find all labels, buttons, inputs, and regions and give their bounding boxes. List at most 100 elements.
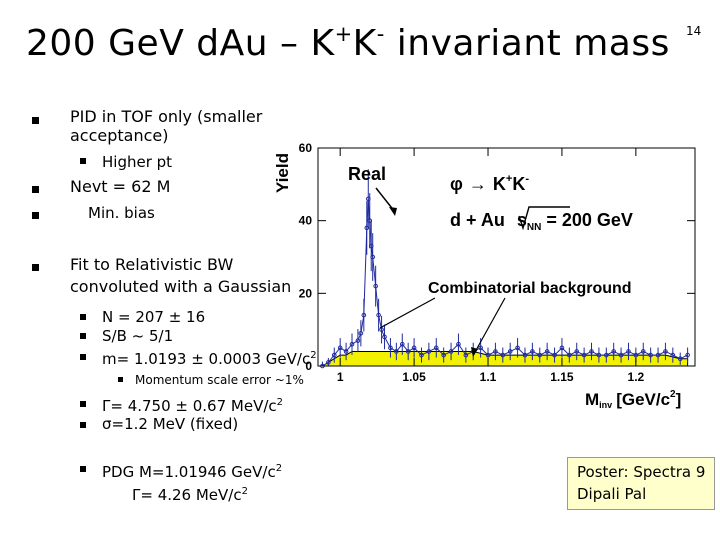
gamma-value: Γ= 4.750 ± 0.67 MeV/c2 — [102, 397, 284, 415]
x-tick-label: 1.2 — [628, 370, 645, 384]
fit-line1: Fit to Relativistic BW — [70, 255, 234, 274]
real-data-point — [394, 349, 399, 354]
real-data-point — [463, 352, 469, 358]
annotation-real: Real — [348, 164, 386, 184]
real-data-point — [355, 338, 361, 343]
real-data-point — [337, 345, 343, 351]
nevt: Nevt = 62 M — [70, 177, 171, 196]
real-data-point — [611, 349, 616, 354]
real-data-point — [552, 352, 557, 358]
real-data-point — [493, 349, 498, 354]
real-data-point — [370, 254, 376, 260]
n-value: N = 207 ± 16 — [102, 308, 206, 326]
annotation-system: d + Au sNN = 200 GeV — [450, 210, 633, 233]
real-data-point — [382, 334, 387, 340]
real-data-point — [331, 352, 337, 358]
y-tick-label: 0 — [305, 359, 312, 373]
real-data-point — [343, 349, 349, 354]
real-data-point — [537, 352, 543, 358]
bullet-marker — [80, 333, 86, 339]
slide-number: 14 — [686, 24, 702, 38]
bullet-marker — [32, 212, 39, 219]
real-data-point — [574, 349, 580, 354]
bullet-marker — [118, 377, 123, 382]
bullet-marker — [32, 186, 39, 193]
real-data-point — [648, 352, 653, 358]
combinatorial-arrow-head — [471, 347, 478, 357]
real-data-point — [677, 356, 683, 362]
slide-title: 200 GeV dAu – K+K- invariant mass — [26, 22, 670, 64]
real-data-point — [640, 349, 646, 354]
x-tick-label: 1.1 — [480, 370, 497, 384]
momentum-scale: Momentum scale error ~1% — [135, 373, 304, 387]
real-data-point — [515, 345, 520, 351]
x-tick-label: 1.05 — [402, 370, 426, 384]
real-data-point — [618, 352, 624, 358]
real-data-point — [419, 352, 424, 358]
real-data-point — [530, 349, 535, 354]
pdg-gamma: Γ= 4.26 MeV/c2 — [132, 486, 248, 504]
plot-frame — [317, 147, 696, 367]
poster-line1: Poster: Spectra 9 — [577, 463, 706, 481]
real-data-point — [596, 352, 602, 358]
min-bias: Min. bias — [88, 204, 155, 222]
real-data-point — [507, 349, 513, 354]
sb-ratio: S/B ~ 5/1 — [102, 327, 174, 345]
real-data-point — [663, 349, 668, 354]
mass-value: m= 1.0193 ± 0.0003 GeV/c2 — [102, 350, 317, 368]
bullet-marker — [80, 314, 86, 320]
real-data-point — [376, 312, 381, 318]
bullet-marker — [80, 401, 86, 407]
real-data-point — [426, 349, 432, 354]
real-data-point — [405, 349, 411, 354]
real-data-point — [544, 349, 550, 354]
poster-line2: Dipali Pal — [577, 485, 647, 503]
fit-line2: convoluted with a Gaussian — [70, 277, 292, 296]
real-data-point — [367, 218, 373, 223]
real-data-point — [326, 360, 331, 365]
real-data-point — [655, 352, 661, 358]
real-data-point — [349, 341, 355, 347]
real-data-point — [358, 331, 364, 336]
real-data-point — [589, 349, 594, 354]
real-data-point — [388, 345, 393, 351]
y-tick-label: 40 — [299, 214, 313, 228]
real-data-point — [361, 312, 367, 318]
real-data-point — [485, 352, 491, 358]
annotation-combinatorial: Combinatorial background — [428, 280, 632, 297]
annotation-reaction: φ → K+K- — [450, 173, 529, 194]
real-data-point — [448, 349, 454, 354]
real-data-point — [559, 345, 565, 351]
invariant-mass-chart: 0 20 40 60 1 1.05 1.1 1.15 1.2 Yield Minv [GeV/c2… — [273, 141, 696, 410]
x-axis-label: Minv [GeV/c2] — [585, 389, 681, 410]
real-data-point — [379, 327, 384, 332]
real-data-point — [603, 352, 609, 358]
bullet-marker — [80, 422, 86, 428]
bullet-marker — [80, 158, 86, 164]
y-axis-label: Yield — [273, 153, 292, 193]
x-tick-label: 1.15 — [550, 370, 574, 384]
pdg-mass: PDG M=1.01946 GeV/c2 — [102, 463, 283, 481]
bullet-marker — [80, 354, 86, 360]
real-data-point — [626, 349, 631, 354]
combinatorial-arrow-1 — [379, 297, 436, 329]
real-data-point — [411, 345, 417, 351]
higher-pt: Higher pt — [102, 153, 173, 171]
poster-note: Poster: Spectra 9 Dipali Pal — [567, 457, 715, 510]
real-data-point — [670, 352, 676, 358]
sigma-value: σ=1.2 MeV (fixed) — [102, 415, 239, 433]
x-tick-label: 1 — [337, 370, 344, 384]
pid-line2: acceptance) — [70, 126, 169, 145]
bullet-marker — [32, 117, 39, 124]
real-data-point — [685, 352, 690, 358]
real-data-point — [373, 283, 378, 289]
real-data-point — [456, 341, 461, 347]
bullet-marker — [32, 264, 39, 271]
sqrt-symbol — [518, 206, 570, 231]
real-data-point — [567, 352, 572, 358]
real-data-point — [500, 352, 506, 358]
real-data-point — [433, 345, 439, 351]
real-data-point — [441, 352, 446, 358]
real-data-point — [399, 341, 405, 347]
pid-line1: PID in TOF only (smaller — [70, 107, 263, 126]
